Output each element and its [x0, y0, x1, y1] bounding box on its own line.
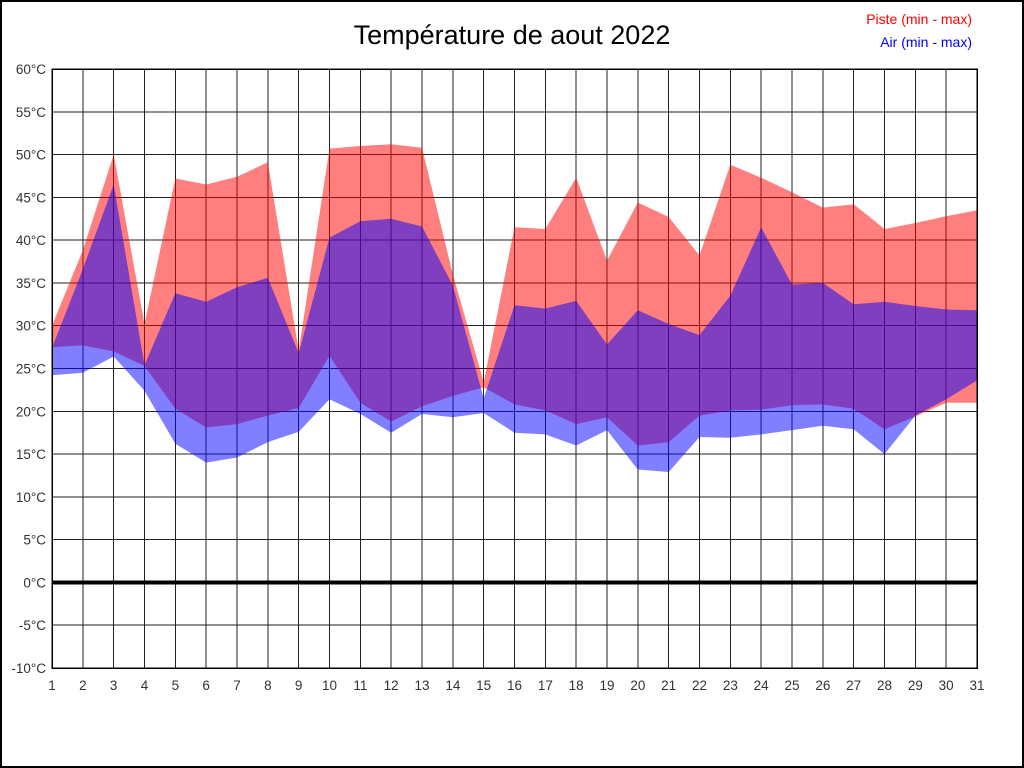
svg-text:-5°C: -5°C [19, 618, 46, 633]
svg-text:14: 14 [445, 678, 461, 693]
svg-text:40°C: 40°C [16, 233, 46, 248]
legend-item-piste: Piste (min - max) [866, 11, 972, 27]
svg-text:7: 7 [233, 678, 241, 693]
svg-text:60°C: 60°C [16, 62, 46, 77]
svg-text:9: 9 [295, 678, 303, 693]
svg-text:20: 20 [630, 678, 645, 693]
band-air [52, 184, 977, 472]
svg-text:10: 10 [322, 678, 337, 693]
svg-text:19: 19 [599, 678, 614, 693]
legend-item-air: Air (min - max) [880, 34, 972, 50]
svg-text:0°C: 0°C [23, 575, 46, 590]
svg-text:1: 1 [48, 678, 56, 693]
svg-text:4: 4 [141, 678, 149, 693]
chart-title: Température de aout 2022 [353, 20, 671, 50]
svg-text:2: 2 [79, 678, 87, 693]
svg-text:35°C: 35°C [16, 276, 46, 291]
svg-text:26: 26 [815, 678, 830, 693]
svg-text:12: 12 [384, 678, 399, 693]
svg-text:18: 18 [569, 678, 584, 693]
svg-text:10°C: 10°C [16, 490, 46, 505]
svg-text:6: 6 [202, 678, 210, 693]
svg-text:55°C: 55°C [16, 105, 46, 120]
svg-text:-10°C: -10°C [11, 661, 46, 676]
svg-text:27: 27 [846, 678, 861, 693]
svg-text:22: 22 [692, 678, 707, 693]
svg-text:5°C: 5°C [23, 533, 46, 548]
svg-text:20°C: 20°C [16, 404, 46, 419]
svg-text:29: 29 [908, 678, 923, 693]
svg-text:25°C: 25°C [16, 362, 46, 377]
svg-text:31: 31 [969, 678, 984, 693]
svg-text:45°C: 45°C [16, 190, 46, 205]
svg-text:16: 16 [507, 678, 522, 693]
svg-text:50°C: 50°C [16, 148, 46, 163]
svg-text:17: 17 [538, 678, 553, 693]
svg-text:25: 25 [784, 678, 799, 693]
svg-text:28: 28 [877, 678, 892, 693]
svg-text:15°C: 15°C [16, 447, 46, 462]
svg-text:13: 13 [414, 678, 429, 693]
svg-text:3: 3 [110, 678, 118, 693]
svg-text:30: 30 [939, 678, 954, 693]
svg-text:11: 11 [353, 678, 367, 693]
svg-text:5: 5 [172, 678, 180, 693]
svg-text:23: 23 [723, 678, 738, 693]
legend: Piste (min - max) Air (min - max) [866, 8, 972, 54]
svg-text:21: 21 [661, 678, 676, 693]
svg-text:24: 24 [754, 678, 770, 693]
svg-text:30°C: 30°C [16, 319, 46, 334]
svg-text:15: 15 [476, 678, 491, 693]
svg-text:8: 8 [264, 678, 272, 693]
